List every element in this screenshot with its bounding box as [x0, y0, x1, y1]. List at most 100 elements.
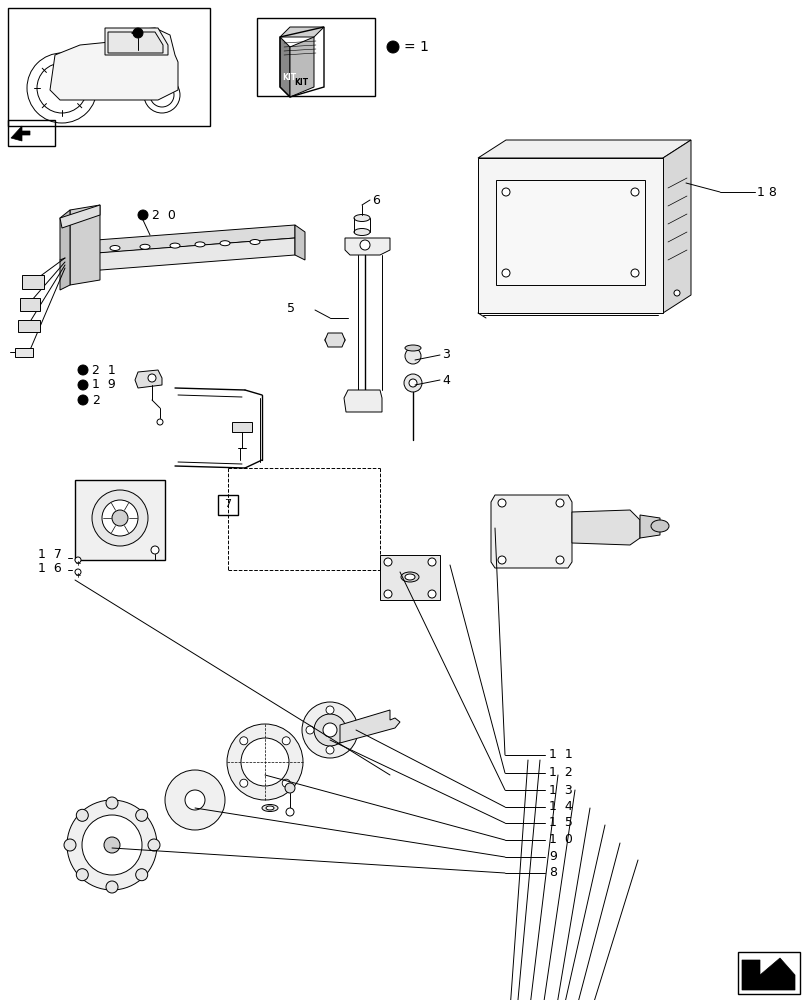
Polygon shape	[741, 958, 794, 990]
Bar	[217, 495, 238, 515]
Polygon shape	[344, 390, 381, 412]
Ellipse shape	[262, 804, 277, 811]
Circle shape	[106, 881, 118, 893]
Circle shape	[387, 41, 398, 53]
Circle shape	[75, 569, 81, 575]
Circle shape	[78, 365, 88, 375]
Circle shape	[78, 395, 88, 405]
Text: 1  2: 1 2	[548, 766, 572, 780]
Circle shape	[92, 490, 148, 546]
Text: 9: 9	[548, 850, 556, 863]
Circle shape	[239, 737, 247, 745]
Circle shape	[325, 746, 333, 754]
Text: 1  5: 1 5	[548, 816, 573, 829]
Bar	[257, 18, 375, 96]
Polygon shape	[70, 225, 294, 255]
Circle shape	[409, 379, 417, 387]
Text: 1  3: 1 3	[548, 784, 572, 796]
Circle shape	[323, 723, 337, 737]
Circle shape	[82, 815, 142, 875]
Circle shape	[112, 510, 128, 526]
Circle shape	[427, 558, 436, 566]
Ellipse shape	[354, 215, 370, 222]
Circle shape	[76, 809, 88, 821]
Ellipse shape	[405, 345, 420, 351]
Polygon shape	[478, 140, 690, 158]
Bar	[8, 120, 55, 146]
Polygon shape	[60, 210, 70, 290]
Bar	[22, 275, 44, 289]
Circle shape	[227, 724, 303, 800]
Polygon shape	[345, 238, 389, 255]
Circle shape	[165, 770, 225, 830]
Text: = 1: = 1	[404, 40, 428, 54]
Circle shape	[427, 590, 436, 598]
Polygon shape	[105, 28, 168, 55]
Circle shape	[185, 790, 204, 810]
Circle shape	[405, 348, 420, 364]
Circle shape	[151, 546, 159, 554]
Polygon shape	[135, 370, 162, 388]
Ellipse shape	[266, 806, 273, 810]
Polygon shape	[11, 126, 30, 141]
Text: 6: 6	[371, 194, 380, 207]
Polygon shape	[280, 37, 290, 97]
Circle shape	[148, 374, 156, 382]
Polygon shape	[324, 333, 345, 347]
Circle shape	[135, 809, 148, 821]
Circle shape	[282, 737, 290, 745]
Circle shape	[133, 28, 143, 38]
Polygon shape	[108, 32, 163, 53]
Text: 2  0: 2 0	[152, 209, 176, 222]
Text: 7: 7	[224, 499, 231, 509]
Text: 1  9: 1 9	[92, 378, 116, 391]
Circle shape	[497, 556, 505, 564]
Ellipse shape	[354, 229, 370, 236]
Circle shape	[150, 83, 174, 107]
Circle shape	[148, 839, 160, 851]
Polygon shape	[496, 180, 644, 285]
Circle shape	[157, 419, 163, 425]
Circle shape	[106, 797, 118, 809]
Polygon shape	[380, 555, 440, 600]
Bar	[737, 952, 799, 994]
Circle shape	[76, 869, 88, 881]
Circle shape	[314, 714, 345, 746]
Ellipse shape	[195, 242, 204, 247]
Ellipse shape	[324, 336, 345, 344]
Circle shape	[64, 839, 76, 851]
Text: 1  0: 1 0	[548, 833, 573, 846]
Circle shape	[104, 837, 120, 853]
Circle shape	[501, 269, 509, 277]
Circle shape	[67, 800, 157, 890]
Circle shape	[138, 210, 148, 220]
Polygon shape	[639, 515, 659, 538]
Circle shape	[325, 706, 333, 714]
Text: 1  6: 1 6	[38, 562, 62, 574]
Ellipse shape	[250, 239, 260, 244]
Bar	[75, 480, 165, 560]
Circle shape	[497, 499, 505, 507]
Polygon shape	[294, 225, 305, 260]
Text: 1  7: 1 7	[38, 548, 62, 562]
Polygon shape	[70, 205, 100, 285]
Ellipse shape	[405, 574, 414, 580]
Text: 3: 3	[441, 349, 449, 361]
Circle shape	[285, 783, 294, 793]
Circle shape	[285, 808, 294, 816]
Polygon shape	[50, 28, 178, 100]
Bar	[8, 8, 210, 126]
Polygon shape	[491, 495, 571, 568]
Ellipse shape	[220, 241, 230, 246]
Polygon shape	[663, 140, 690, 313]
Text: KIT: KIT	[294, 78, 307, 87]
Bar	[15, 348, 33, 357]
Text: 1  1: 1 1	[548, 748, 572, 762]
Polygon shape	[60, 205, 100, 228]
Polygon shape	[478, 158, 663, 313]
Circle shape	[359, 240, 370, 250]
Text: 2: 2	[92, 393, 100, 406]
Bar	[232, 422, 251, 432]
Text: 2  1: 2 1	[92, 363, 116, 376]
Polygon shape	[280, 27, 324, 37]
